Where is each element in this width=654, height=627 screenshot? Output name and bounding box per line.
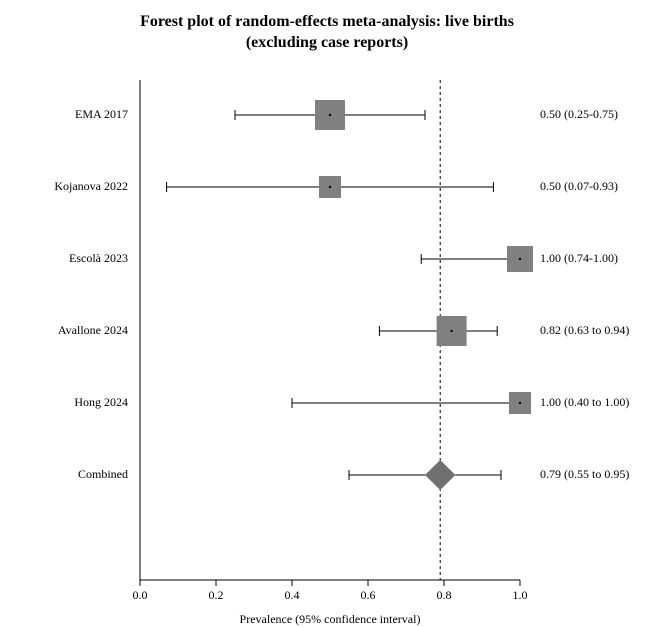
study-label: EMA 2017 [0, 107, 128, 122]
combined-label: Combined [0, 467, 128, 482]
x-tick-label: 0.6 [353, 588, 383, 603]
x-tick-label: 1.0 [505, 588, 535, 603]
forest-plot-container: Forest plot of random-effects meta-analy… [0, 0, 654, 584]
effect-label: 1.00 (0.74-1.00) [540, 251, 618, 266]
title-line1: Forest plot of random-effects meta-analy… [140, 13, 514, 30]
study-label: Escolà 2023 [0, 251, 128, 266]
x-tick-label: 0.8 [429, 588, 459, 603]
study-label: Avallone 2024 [0, 323, 128, 338]
plot-title: Forest plot of random-effects meta-analy… [0, 12, 654, 54]
x-tick-label: 0.0 [125, 588, 155, 603]
title-line2: (excluding case reports) [246, 34, 408, 51]
effect-label: 0.50 (0.25-0.75) [540, 107, 618, 122]
effect-label: 0.50 (0.07-0.93) [540, 179, 618, 194]
x-tick-label: 0.4 [277, 588, 307, 603]
effect-label: 0.82 (0.63 to 0.94) [540, 323, 629, 338]
study-label: Kojanova 2022 [0, 179, 128, 194]
effect-label: 1.00 (0.40 to 1.00) [540, 395, 629, 410]
combined-effect-label: 0.79 (0.55 to 0.95) [540, 467, 629, 482]
study-label: Hong 2024 [0, 395, 128, 410]
x-axis-label: Prevalence (95% confidence interval) [140, 612, 520, 627]
x-tick-label: 0.2 [201, 588, 231, 603]
